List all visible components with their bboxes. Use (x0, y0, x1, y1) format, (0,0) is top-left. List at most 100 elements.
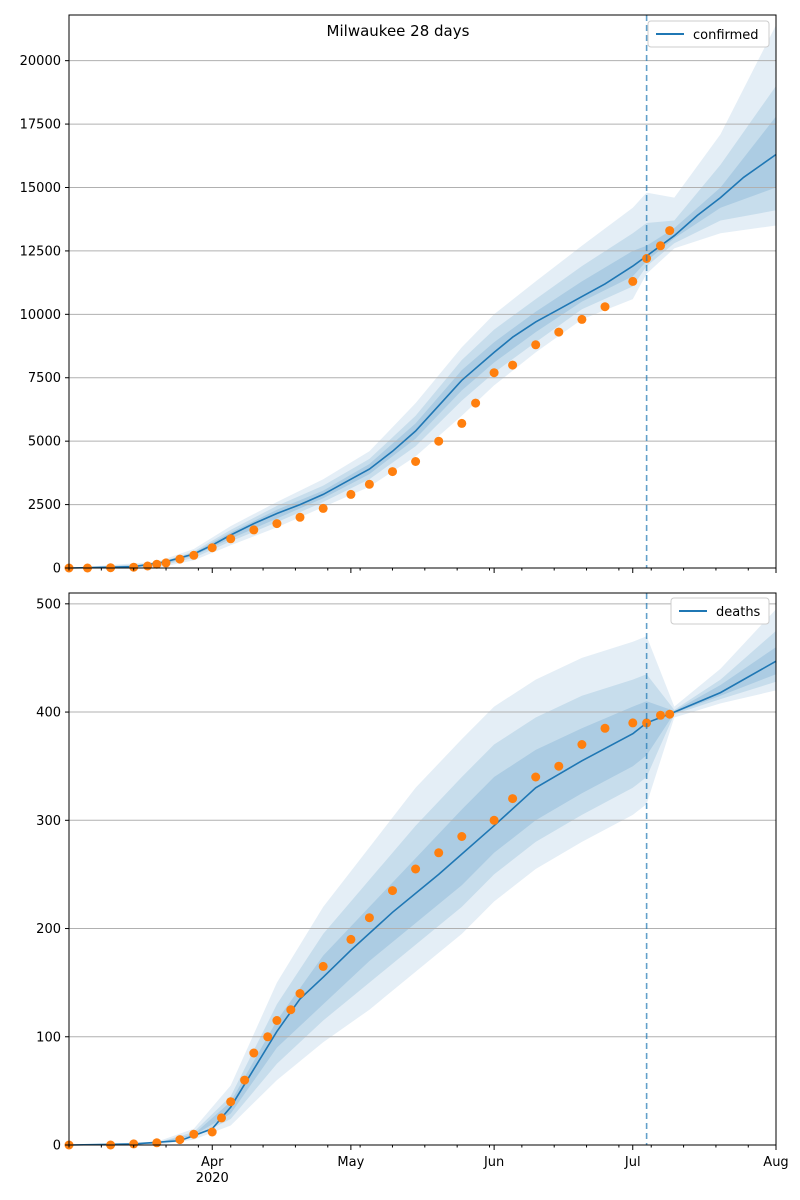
observed-point (129, 1139, 139, 1149)
legend-box (670, 597, 770, 625)
deaths-uncertainty-bands (69, 609, 776, 1145)
y-tick-label: 5000 (28, 435, 61, 450)
observed-point (457, 832, 467, 841)
observed-point (226, 1097, 236, 1107)
observed-point (295, 512, 305, 522)
observed-point (434, 436, 444, 446)
observed-point (554, 327, 564, 337)
legend-label-confirmed: confirmed (693, 28, 759, 43)
x-tick-label: Apr (201, 1155, 224, 1170)
observed-point (531, 772, 541, 782)
y-tick-label: 0 (53, 562, 61, 577)
confirmed-y-axis: 0 2500 5000 7500 10000 12500 15000 17500 20000 (20, 54, 69, 577)
observed-point (600, 723, 610, 733)
observed-point (471, 398, 481, 408)
observed-point (189, 550, 199, 560)
observed-point (272, 1016, 282, 1025)
legend-box (647, 20, 770, 48)
y-tick-label: 200 (36, 922, 61, 937)
confirmed-model-line (68, 153, 777, 569)
uncertainty-band-outer (69, 25, 776, 569)
observed-point (554, 761, 564, 771)
observed-point (318, 503, 328, 513)
observed-point (129, 562, 139, 572)
observed-point (263, 1032, 273, 1042)
deaths-plot-frame (68, 592, 777, 1146)
x-tick-sublabel: 2020 (196, 1171, 229, 1186)
observed-point (531, 340, 541, 350)
observed-point (665, 709, 675, 719)
observed-point (388, 467, 397, 477)
observed-point (207, 1127, 217, 1137)
observed-point (152, 1138, 162, 1148)
chart-title: Milwaukee 28 days (327, 22, 470, 40)
x-tick-label: Jul (624, 1155, 641, 1170)
observed-point (161, 558, 171, 568)
confirmed-panel: 0 2500 5000 7500 10000 12500 15000 17500 20000 M… (20, 14, 777, 577)
legend-label-deaths: deaths (716, 605, 761, 620)
x-tick-label: Aug (763, 1155, 788, 1170)
y-tick-label: 0 (53, 1139, 61, 1154)
observed-point (286, 1005, 296, 1015)
observed-point (434, 848, 444, 858)
y-tick-label: 300 (36, 814, 61, 829)
confirmed-gridlines (69, 60, 776, 569)
observed-point (656, 710, 665, 720)
x-tick-label: May (337, 1155, 364, 1170)
observed-point (656, 241, 665, 251)
observed-point (189, 1129, 199, 1139)
observed-point (508, 360, 518, 370)
y-tick-label: 400 (36, 706, 61, 721)
observed-point (152, 559, 162, 569)
observed-point (665, 226, 675, 236)
deaths-legend: deaths (670, 597, 770, 625)
observed-point (508, 794, 518, 804)
y-tick-label: 15000 (20, 181, 61, 196)
observed-point (249, 525, 259, 535)
observed-point (600, 302, 610, 312)
observed-point (226, 534, 236, 544)
observed-point (411, 864, 421, 874)
y-tick-label: 12500 (20, 244, 61, 259)
observed-point (577, 740, 587, 749)
observed-point (346, 934, 356, 944)
confirmed-plot-frame (68, 14, 777, 569)
observed-point (143, 561, 153, 571)
observed-point (577, 314, 587, 324)
confirmed-observed-points (64, 226, 675, 573)
observed-point (175, 554, 185, 564)
y-tick-label: 2500 (28, 498, 61, 513)
y-tick-label: 100 (36, 1030, 61, 1045)
observed-point (364, 913, 374, 923)
y-tick-label: 20000 (20, 54, 61, 69)
x-tick-label: Jun (483, 1155, 504, 1170)
uncertainty-band-outer (69, 609, 776, 1145)
observed-point (642, 718, 652, 728)
observed-point (207, 543, 217, 553)
observed-point (364, 479, 374, 489)
deaths-y-axis: 0 100 200 300 400 500 (36, 597, 69, 1154)
confirmed-x-axis (68, 568, 777, 573)
y-tick-label: 7500 (28, 371, 61, 386)
y-tick-label: 17500 (20, 118, 61, 133)
confirmed-legend: confirmed (647, 20, 770, 48)
y-tick-label: 10000 (20, 308, 61, 323)
observed-point (295, 989, 305, 998)
uncertainty-band-mid (69, 86, 776, 568)
observed-point (628, 276, 638, 286)
observed-point (489, 815, 499, 825)
observed-point (388, 886, 397, 896)
observed-point (217, 1113, 226, 1123)
uncertainty-band-inner (69, 116, 776, 568)
uncertainty-band-inner (69, 647, 776, 1145)
confirmed-uncertainty-bands (69, 25, 776, 569)
observed-point (489, 368, 499, 378)
observed-point (346, 489, 356, 499)
observed-point (318, 961, 328, 971)
y-tick-label: 500 (36, 597, 61, 612)
observed-point (175, 1135, 185, 1145)
observed-point (249, 1048, 259, 1058)
